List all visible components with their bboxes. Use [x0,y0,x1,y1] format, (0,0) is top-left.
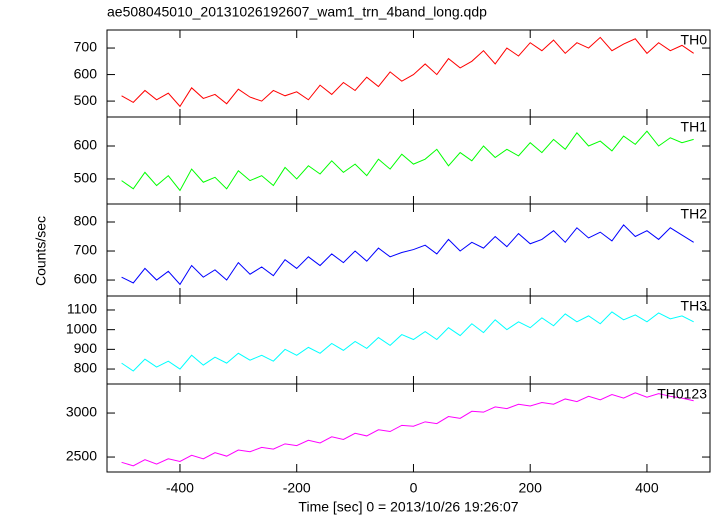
series-label: TH2 [681,206,708,222]
series-line [121,392,694,467]
y-tick-label: 900 [74,340,98,356]
x-tick-label: -400 [166,480,194,496]
panel-frame [106,295,711,385]
series-line [121,311,694,372]
y-tick-label: 600 [74,65,98,81]
y-tick-label: 1000 [66,320,97,336]
x-axis-label: Time [sec] 0 = 2013/10/26 19:26:07 [298,499,518,515]
y-tick-label: 1100 [67,301,97,317]
panel-frame [106,29,711,118]
y-tick-label: 800 [74,360,98,376]
chart-title: ae508045010_20131026192607_wam1_trn_4ban… [107,4,487,20]
y-tick-label: 800 [74,213,98,229]
y-tick-label: 3000 [66,404,97,420]
series-line [121,36,694,108]
x-tick-label: 0 [410,480,418,496]
x-tick-label: -200 [283,480,311,496]
panel-frame [106,203,711,297]
series-label: TH0123 [657,386,707,402]
y-tick-label: 700 [74,39,98,55]
series-label: TH3 [681,298,708,314]
panel-frame [106,383,711,473]
y-tick-label: 700 [74,242,98,258]
series-label: TH1 [681,119,708,135]
x-tick-label: 200 [519,480,543,496]
x-tick-label: 400 [635,480,659,496]
y-tick-label: 600 [74,137,98,153]
y-tick-label: 2500 [66,448,97,464]
y-tick-label: 500 [74,170,98,186]
y-tick-label: 500 [74,92,98,108]
series-line [121,224,694,286]
y-axis-label: Counts/sec [33,216,49,286]
series-label: TH0 [681,32,708,48]
y-tick-label: 600 [74,271,98,287]
series-line [121,130,694,192]
